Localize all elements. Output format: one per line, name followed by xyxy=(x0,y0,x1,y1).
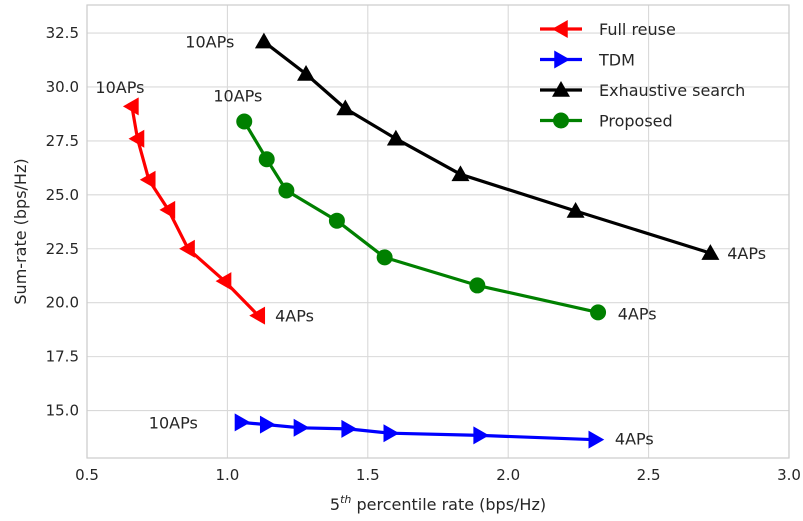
data-point xyxy=(386,129,405,146)
x-tick-label: 1.5 xyxy=(356,466,380,484)
data-point xyxy=(234,413,251,432)
data-point xyxy=(139,170,156,189)
legend-label: Full reuse xyxy=(599,20,676,39)
data-point xyxy=(336,99,355,116)
legend-label: Proposed xyxy=(599,112,673,131)
plot-frame xyxy=(86,4,790,459)
legend-label: TDM xyxy=(598,51,635,70)
legend-marker xyxy=(552,81,570,97)
data-point xyxy=(293,418,310,437)
series-exhaustive-search xyxy=(254,32,720,260)
data-point xyxy=(590,304,607,321)
annotation: 10APs xyxy=(149,413,198,432)
y-tick-label: 25.0 xyxy=(46,186,79,204)
annotation: 4APs xyxy=(727,244,766,263)
data-point xyxy=(215,272,232,291)
data-point xyxy=(259,415,276,434)
y-tick-label: 32.5 xyxy=(46,24,79,42)
legend-marker xyxy=(552,20,568,38)
x-axis-title-sup: th xyxy=(340,493,351,506)
series-line xyxy=(130,106,260,317)
data-point xyxy=(258,151,275,168)
legend-marker xyxy=(554,50,570,69)
legend-entry: Exhaustive search xyxy=(540,81,745,100)
legend-entry: TDM xyxy=(540,50,635,70)
legend-marker xyxy=(553,112,569,129)
annotation: 10APs xyxy=(185,33,234,52)
x-tick-label: 2.0 xyxy=(496,466,520,484)
data-point xyxy=(297,65,316,81)
annotation: 4APs xyxy=(275,307,314,326)
data-point xyxy=(469,277,486,294)
y-axis-title: Sum-rate (bps/Hz) xyxy=(11,158,30,304)
data-point xyxy=(254,32,273,49)
series-layer xyxy=(122,32,720,449)
data-point xyxy=(451,165,470,182)
legend-entry: Full reuse xyxy=(540,20,676,39)
series-tdm xyxy=(234,413,605,449)
series-proposed xyxy=(236,113,607,321)
data-point xyxy=(376,249,393,266)
y-tick-label: 27.5 xyxy=(46,132,79,150)
y-tick-label: 30.0 xyxy=(46,78,79,96)
y-tick-label: 22.5 xyxy=(46,240,79,258)
x-axis-title-rest: percentile rate (bps/Hz) xyxy=(351,495,546,514)
data-point xyxy=(122,97,139,116)
x-tick-label: 0.5 xyxy=(75,466,99,484)
annotation: 10APs xyxy=(95,78,144,97)
data-point xyxy=(328,212,345,229)
series-line xyxy=(242,120,599,314)
legend: Full reuse TDM Exhaustive search Proposed xyxy=(540,20,745,131)
x-tick-labels: 0.5 1.0 1.5 2.0 2.5 3.0 xyxy=(75,466,801,484)
data-point xyxy=(236,113,253,130)
data-point xyxy=(473,426,490,445)
annotation: 4APs xyxy=(618,304,657,323)
data-point xyxy=(179,239,195,258)
x-tick-label: 1.0 xyxy=(215,466,239,484)
data-point xyxy=(128,129,145,148)
data-point xyxy=(249,306,266,325)
data-point xyxy=(566,202,585,218)
x-axis-title-base: 5 xyxy=(330,495,340,514)
annotation: 4APs xyxy=(615,430,654,449)
data-point xyxy=(588,430,605,449)
x-tick-label: 3.0 xyxy=(777,466,801,484)
y-tick-label: 17.5 xyxy=(46,348,79,366)
x-axis-title: 5th percentile rate (bps/Hz) xyxy=(330,493,546,514)
annotations: 10APs 4APs 10APs 4APs 10APs 4APs 10APs 4APs xyxy=(95,33,766,449)
legend-label: Exhaustive search xyxy=(599,81,745,100)
data-point xyxy=(159,200,176,219)
data-point xyxy=(701,244,720,260)
legend-entry: Proposed xyxy=(540,112,673,131)
y-tick-label: 20.0 xyxy=(46,294,79,312)
data-point xyxy=(341,419,358,438)
grid xyxy=(86,5,790,458)
x-tick-label: 2.5 xyxy=(637,466,661,484)
y-tick-label: 15.0 xyxy=(46,402,79,420)
annotation: 10APs xyxy=(213,87,262,106)
y-tick-labels: 15.0 17.5 20.0 22.5 25.0 27.5 30.0 32.5 xyxy=(46,24,79,420)
series-full-reuse xyxy=(122,97,266,325)
data-point xyxy=(383,424,400,443)
data-point xyxy=(278,182,295,199)
